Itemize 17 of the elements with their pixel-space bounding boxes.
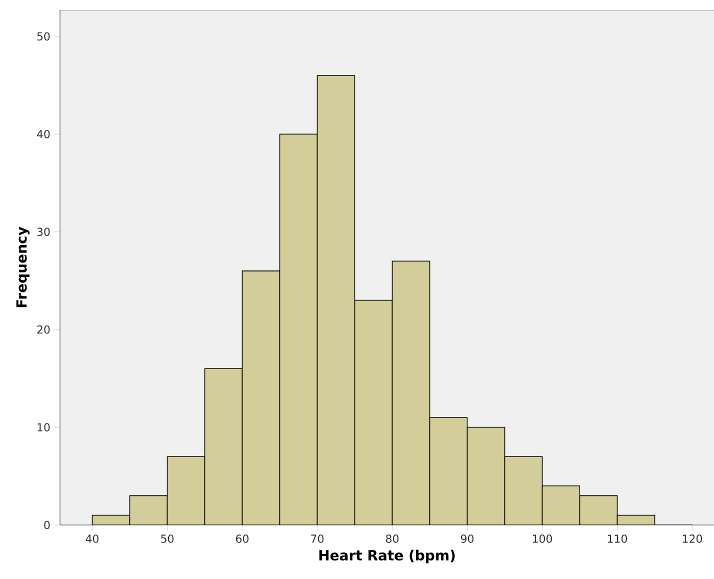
y-axis-title: Frequency: [16, 226, 30, 308]
x-axis-title: Heart Rate (bpm): [319, 550, 455, 564]
y-tick-label: 0: [44, 520, 50, 530]
x-tick-label: 90: [460, 534, 474, 543]
y-tick-label: 40: [37, 130, 50, 138]
x-tick-label: 70: [311, 534, 324, 543]
y-tick-label: 10: [38, 423, 50, 432]
x-tick-label: 120: [682, 534, 702, 543]
x-tick-label: 50: [161, 534, 174, 543]
x-tick-label: 60: [236, 534, 249, 543]
x-tick-label: 40: [86, 534, 99, 543]
x-tick-label: 80: [386, 534, 399, 543]
y-tick-label: 20: [37, 325, 50, 334]
x-tick-label: 110: [608, 534, 628, 543]
y-tick-label: 50: [37, 32, 50, 41]
x-tick-label: 100: [532, 534, 552, 543]
y-tick-label: 30: [37, 228, 50, 236]
